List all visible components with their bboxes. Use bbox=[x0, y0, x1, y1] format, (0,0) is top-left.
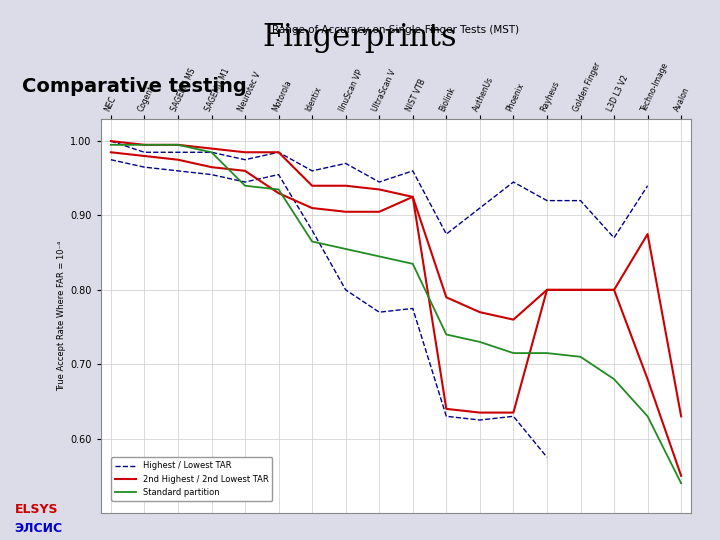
Title: Range of Accuracy on Single-Finger Tests (MST): Range of Accuracy on Single-Finger Tests… bbox=[272, 25, 520, 35]
Text: ELSYS: ELSYS bbox=[14, 503, 58, 516]
Y-axis label: True Accept Rate Where FAR = 10⁻⁴: True Accept Rate Where FAR = 10⁻⁴ bbox=[57, 241, 66, 391]
Text: Comparative testing: Comparative testing bbox=[22, 77, 246, 96]
Text: ЭЛСИС: ЭЛСИС bbox=[14, 522, 63, 535]
Text: Fingerprints: Fingerprints bbox=[263, 22, 457, 53]
Legend: Highest / Lowest TAR, 2nd Highest / 2nd Lowest TAR, Standard partition: Highest / Lowest TAR, 2nd Highest / 2nd … bbox=[111, 457, 272, 501]
